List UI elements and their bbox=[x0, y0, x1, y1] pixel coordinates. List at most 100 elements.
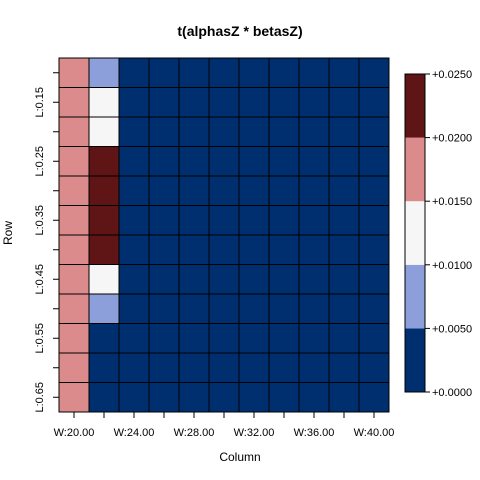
heatmap-cell bbox=[328, 293, 360, 324]
heatmap-cell bbox=[208, 234, 240, 265]
heatmap-cell bbox=[58, 323, 90, 354]
heatmap-cell bbox=[148, 116, 180, 147]
heatmap-cell bbox=[328, 382, 360, 413]
heatmap-cell bbox=[358, 175, 390, 206]
heatmap-cell bbox=[238, 293, 270, 324]
heatmap-cell bbox=[178, 205, 210, 236]
heatmap-cell bbox=[148, 382, 180, 413]
heatmap-cell bbox=[88, 352, 120, 383]
heatmap-cell bbox=[238, 382, 270, 413]
heatmap-cell bbox=[148, 57, 180, 88]
legend-swatch bbox=[405, 74, 425, 138]
heatmap-cell bbox=[118, 116, 150, 147]
heatmap-cell bbox=[268, 205, 300, 236]
heatmap-cell bbox=[268, 382, 300, 413]
y-tick-label: L:0.35 bbox=[34, 205, 46, 236]
legend-frame bbox=[404, 73, 426, 393]
heatmap-cell bbox=[88, 175, 120, 206]
heatmap-cell bbox=[118, 323, 150, 354]
heatmap-cell bbox=[118, 352, 150, 383]
heatmap-cell bbox=[298, 87, 330, 118]
heatmap-cell bbox=[148, 205, 180, 236]
heatmap-cell bbox=[208, 116, 240, 147]
heatmap-cell bbox=[208, 146, 240, 177]
x-tick-label: W:32.00 bbox=[234, 427, 275, 439]
heatmap-cell bbox=[298, 234, 330, 265]
heatmap-cell bbox=[268, 264, 300, 295]
legend-swatch bbox=[405, 328, 425, 392]
y-tick-label: L:0.25 bbox=[34, 146, 46, 177]
heatmap-cell bbox=[88, 116, 120, 147]
heatmap-cell bbox=[148, 87, 180, 118]
x-tick-label: W:24.00 bbox=[114, 427, 155, 439]
heatmap-cell bbox=[328, 175, 360, 206]
heatmap-cell bbox=[358, 264, 390, 295]
heatmap-cell bbox=[88, 234, 120, 265]
heatmap-cell bbox=[148, 352, 180, 383]
heatmap-cell bbox=[88, 205, 120, 236]
heatmap-cell bbox=[118, 146, 150, 177]
heatmap-cell bbox=[208, 87, 240, 118]
heatmap-cell bbox=[238, 146, 270, 177]
heatmap-cell bbox=[208, 293, 240, 324]
heatmap-cell bbox=[238, 205, 270, 236]
heatmap-cell bbox=[178, 264, 210, 295]
heatmap-cell bbox=[358, 146, 390, 177]
heatmap-cell bbox=[88, 57, 120, 88]
heatmap-cell bbox=[148, 146, 180, 177]
heatmap-cell bbox=[148, 293, 180, 324]
heatmap-cell bbox=[58, 382, 90, 413]
heatmap-cell bbox=[118, 293, 150, 324]
x-axis-label: Column bbox=[219, 450, 260, 464]
heatmap-cell bbox=[88, 382, 120, 413]
heatmap-cell bbox=[58, 352, 90, 383]
heatmap-cell bbox=[208, 205, 240, 236]
heatmap-cell bbox=[208, 264, 240, 295]
heatmap-cell bbox=[118, 57, 150, 88]
y-tick-label: L:0.45 bbox=[34, 264, 46, 295]
heatmap-cell bbox=[298, 382, 330, 413]
x-tick-label: W:40.00 bbox=[354, 427, 395, 439]
heatmap-cell bbox=[298, 352, 330, 383]
heatmap-cell bbox=[88, 146, 120, 177]
heatmap-cell bbox=[58, 264, 90, 295]
legend-swatch bbox=[405, 201, 425, 265]
heatmap-cell bbox=[88, 87, 120, 118]
heatmap-cell bbox=[328, 146, 360, 177]
heatmap-cell bbox=[208, 57, 240, 88]
heatmap-cell bbox=[358, 234, 390, 265]
heatmap-cell bbox=[358, 352, 390, 383]
legend-tick-label: +0.0100 bbox=[432, 260, 472, 272]
heatmap-cell bbox=[238, 57, 270, 88]
heatmap-cell bbox=[58, 205, 90, 236]
heatmap-cell bbox=[238, 87, 270, 118]
heatmap-cell bbox=[148, 175, 180, 206]
legend-tick-label: +0.0250 bbox=[432, 69, 472, 81]
legend-tick-label: +0.0200 bbox=[432, 133, 472, 145]
heatmap-cell bbox=[328, 323, 360, 354]
heatmap-cell bbox=[88, 293, 120, 324]
heatmap-cell bbox=[238, 264, 270, 295]
heatmap-cell bbox=[358, 323, 390, 354]
heatmap-cell bbox=[178, 382, 210, 413]
y-tick-label: L:0.15 bbox=[34, 87, 46, 118]
heatmap-cell bbox=[178, 323, 210, 354]
heatmap-cell bbox=[58, 234, 90, 265]
heatmap-cell bbox=[358, 57, 390, 88]
heatmap-cell bbox=[268, 175, 300, 206]
heatmap-cell bbox=[238, 116, 270, 147]
color-legend: +0.0000 +0.0050 +0.0100 +0.0150 +0.0200 +0.02… bbox=[404, 69, 472, 399]
heatmap-cell bbox=[238, 234, 270, 265]
heatmap-cell bbox=[238, 175, 270, 206]
heatmap-cell bbox=[148, 234, 180, 265]
heatmap-cell bbox=[328, 57, 360, 88]
x-tick-label: W:20.00 bbox=[54, 427, 95, 439]
heatmap-cell bbox=[298, 146, 330, 177]
heatmap-cell bbox=[88, 323, 120, 354]
heatmap-cell bbox=[298, 323, 330, 354]
legend-swatch bbox=[405, 264, 425, 329]
heatmap-cell bbox=[298, 264, 330, 295]
legend-tick-label: +0.0000 bbox=[432, 387, 472, 399]
heatmap-cell bbox=[88, 264, 120, 295]
